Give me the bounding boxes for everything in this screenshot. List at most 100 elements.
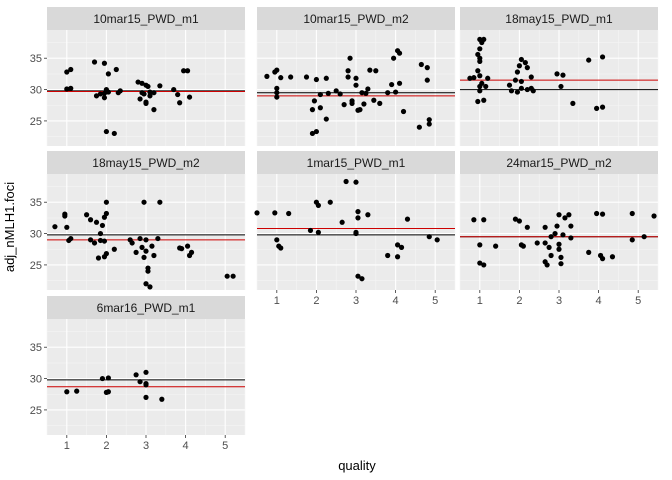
data-point xyxy=(396,50,403,56)
data-point xyxy=(97,91,104,97)
y-tick-label: 35 xyxy=(30,342,42,354)
data-point xyxy=(349,100,355,106)
data-point xyxy=(475,68,481,74)
data-point xyxy=(74,388,80,394)
data-point xyxy=(151,107,157,113)
data-point xyxy=(400,108,407,115)
data-point xyxy=(68,85,74,91)
data-point xyxy=(396,80,403,86)
data-point xyxy=(398,244,405,250)
data-point xyxy=(91,240,98,246)
data-point xyxy=(188,249,195,255)
x-tick-label: 4 xyxy=(183,440,189,452)
data-point xyxy=(272,210,278,216)
data-point xyxy=(568,235,574,241)
data-point xyxy=(520,243,526,249)
data-point xyxy=(554,71,560,77)
data-point xyxy=(518,78,524,85)
data-point xyxy=(512,77,519,83)
data-point xyxy=(477,88,483,94)
x-tick-label: 2 xyxy=(516,295,522,307)
data-point xyxy=(224,273,230,279)
y-tick-label: 25 xyxy=(30,260,42,272)
data-point xyxy=(475,98,481,105)
data-point xyxy=(373,68,379,74)
data-point xyxy=(151,90,157,96)
data-point xyxy=(404,216,411,222)
data-point xyxy=(524,65,530,71)
y-tick-label: 30 xyxy=(30,374,42,386)
data-point xyxy=(143,380,149,387)
data-point xyxy=(155,235,161,242)
data-point xyxy=(133,249,139,255)
x-tick-label: 4 xyxy=(596,295,602,307)
data-point xyxy=(586,57,592,63)
data-point xyxy=(522,60,528,66)
data-point xyxy=(141,199,147,205)
data-point xyxy=(147,93,153,99)
data-point xyxy=(542,240,548,246)
x-tick-label: 1 xyxy=(477,295,483,307)
data-point xyxy=(355,273,361,279)
data-point xyxy=(514,89,521,95)
data-point xyxy=(359,90,365,96)
data-point xyxy=(274,67,280,73)
panel-title: 10mar15_PWD_m1 xyxy=(93,12,199,26)
y-tick-label: 30 xyxy=(30,229,42,241)
data-point xyxy=(105,71,111,77)
data-point xyxy=(333,88,339,94)
panel-title: 1mar15_PWD_m1 xyxy=(307,156,406,170)
data-point xyxy=(186,94,193,100)
data-point xyxy=(103,251,109,257)
data-point xyxy=(394,254,401,260)
panel-title: 24mar15_PWD_m2 xyxy=(506,156,612,170)
data-point xyxy=(117,88,123,94)
data-point xyxy=(609,254,616,260)
data-point xyxy=(481,217,487,223)
data-point xyxy=(481,36,487,43)
panel-title: 6mar16_PWD_m1 xyxy=(97,301,196,315)
data-point xyxy=(524,224,530,230)
data-point xyxy=(560,72,566,78)
x-tick-label: 3 xyxy=(353,295,359,307)
x-tick-label: 5 xyxy=(635,295,641,307)
data-point xyxy=(341,102,347,108)
data-point xyxy=(594,105,600,111)
data-point xyxy=(143,248,149,254)
data-point xyxy=(353,75,359,81)
data-point xyxy=(558,261,564,267)
data-point xyxy=(508,88,515,94)
data-point xyxy=(171,86,177,93)
data-point xyxy=(426,234,432,240)
data-point xyxy=(274,85,280,91)
data-point xyxy=(64,69,70,75)
data-point xyxy=(467,75,473,81)
data-point xyxy=(97,230,104,237)
data-point xyxy=(105,89,111,95)
data-point xyxy=(477,242,483,248)
data-point xyxy=(184,68,191,74)
data-point xyxy=(566,212,572,218)
x-tick-label: 2 xyxy=(103,440,109,452)
panel-title: 18may15_PWD_m1 xyxy=(505,12,613,26)
data-point xyxy=(113,66,119,73)
data-point xyxy=(485,75,491,81)
data-point xyxy=(129,240,135,246)
data-point xyxy=(181,68,187,74)
data-point xyxy=(345,68,351,74)
data-point xyxy=(542,224,548,230)
y-tick-label: 35 xyxy=(30,53,42,65)
data-point xyxy=(599,256,606,262)
data-point xyxy=(481,97,487,103)
data-point xyxy=(534,240,540,246)
data-point xyxy=(313,128,319,135)
data-point xyxy=(345,74,351,80)
data-point xyxy=(363,90,369,96)
data-point xyxy=(475,51,481,58)
data-point xyxy=(377,100,383,106)
data-point xyxy=(145,83,151,90)
data-point xyxy=(594,210,600,217)
data-point xyxy=(145,268,151,274)
data-point xyxy=(528,74,534,80)
data-point xyxy=(135,79,141,85)
